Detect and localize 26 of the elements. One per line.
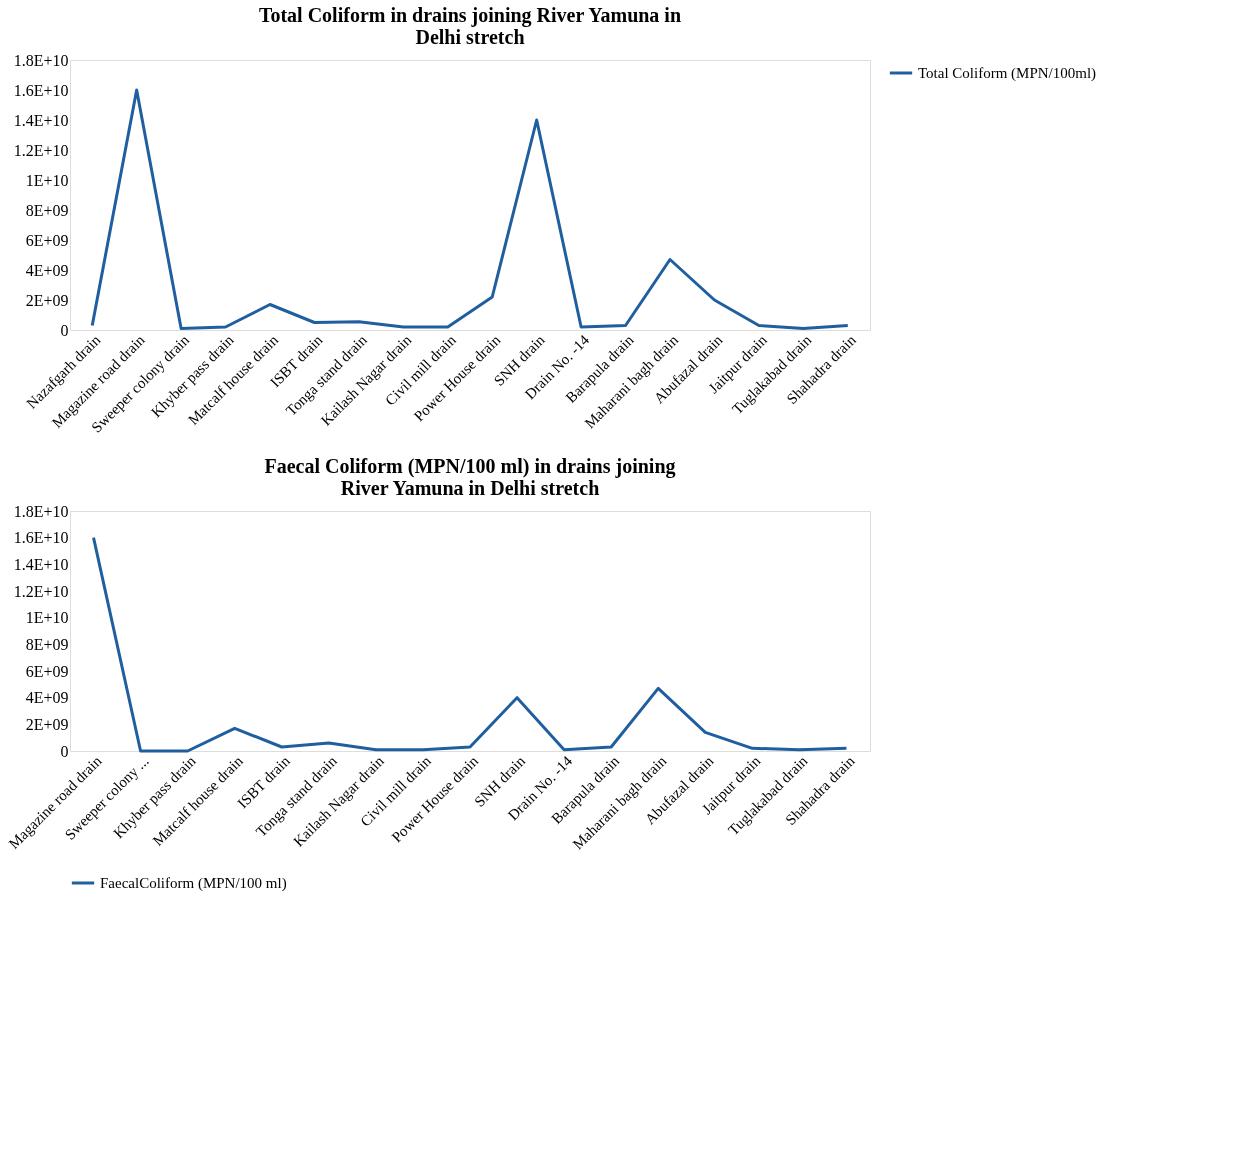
y-tick-label: 0: [60, 742, 69, 760]
y-tick-label: 6E+09: [25, 662, 69, 680]
y-tick-label: 1.4E+10: [13, 111, 69, 129]
y-tick-label: 4E+09: [25, 689, 69, 707]
y-tick-label: 4E+09: [25, 261, 69, 279]
y-tick-label: 1E+10: [25, 171, 69, 189]
legend-label: Total Coliform (MPN/100ml): [918, 65, 1097, 82]
y-tick-label: 2E+09: [25, 291, 69, 309]
y-tick-label: 1.6E+10: [13, 529, 69, 547]
line-series: [90, 88, 850, 330]
line-series: [92, 536, 848, 753]
y-tick-label: 8E+09: [25, 201, 69, 219]
y-tick-label: 1.8E+10: [13, 502, 69, 520]
y-tick-label: 1.2E+10: [13, 582, 69, 600]
legend-label: FaecalColiform (MPN/100 ml): [100, 875, 287, 892]
y-tick-label: 1E+10: [25, 609, 69, 627]
y-tick-label: 2E+09: [25, 715, 69, 733]
y-tick-label: 6E+09: [25, 231, 69, 249]
y-tick-label: 0: [60, 321, 69, 339]
chart-title: Faecal Coliform (MPN/100 ml) in drains joining River Yamuna in Delhi stretch: [264, 455, 676, 499]
y-tick-label: 1.6E+10: [13, 81, 69, 99]
y-tick-label: 1.8E+10: [13, 51, 69, 69]
chart-title: Total Coliform in drains joining River Yamuna in Delhi stretch: [258, 4, 682, 48]
y-tick-label: 8E+09: [25, 635, 69, 653]
y-tick-label: 1.4E+10: [13, 555, 69, 573]
y-tick-label: 1.2E+10: [13, 141, 69, 159]
